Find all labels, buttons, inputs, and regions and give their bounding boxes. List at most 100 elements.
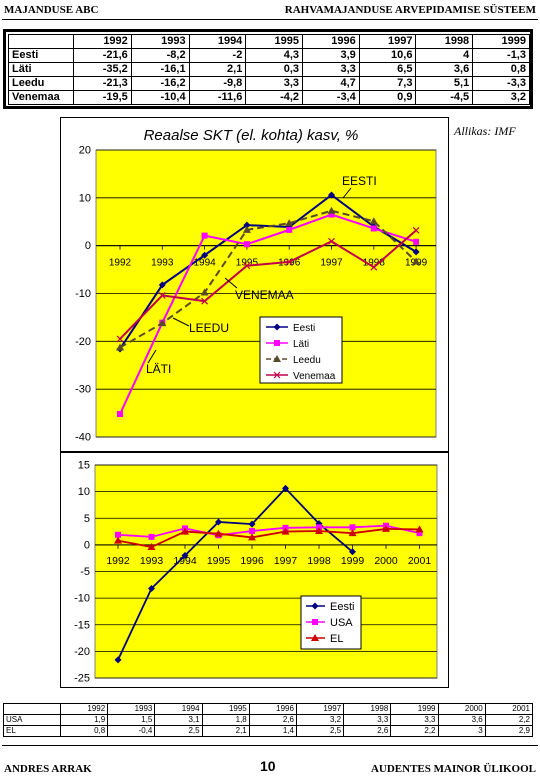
data-point-2 — [348, 529, 357, 537]
value-cell: -16,1 — [130, 62, 190, 77]
value-cell: 2,1 — [201, 725, 250, 737]
row-label: USA — [3, 714, 61, 726]
y-tick-label: -25 — [74, 673, 90, 685]
value-cell: 4,3 — [245, 48, 304, 63]
y-tick-label: 10 — [78, 486, 90, 498]
annotation-venemaa: VENEMAA — [235, 288, 294, 302]
y-tick-label: -15 — [74, 619, 90, 631]
value-cell: -8,2 — [130, 48, 190, 63]
value-cell: -3,3 — [472, 76, 530, 91]
value-cell: -9,8 — [188, 76, 247, 91]
data-point-2 — [248, 533, 256, 541]
y-tick-label: -20 — [75, 336, 91, 348]
x-tick-label: 1995 — [236, 258, 259, 269]
data-point-1 — [148, 533, 155, 540]
value-cell: -19,5 — [73, 90, 132, 105]
footer-rule — [2, 745, 538, 746]
x-tick-label: 1996 — [278, 258, 301, 269]
chart-baltic-growth-svg: Reaalse SKT (el. kohta) kasv, % 20 10 0 -10 -… — [75, 127, 437, 444]
chart-comparison-svg: 15 10 5 0 -5 -10 -15 -20 -25 1992 1993 1994 1995 1996… — [74, 460, 438, 685]
header-rule — [2, 19, 538, 20]
data-point-2 — [214, 529, 223, 537]
table-corner-cell — [8, 34, 74, 49]
year-cell: 1998 — [343, 703, 392, 715]
legend-marker — [311, 634, 319, 641]
year-cell: 1997 — [358, 34, 417, 49]
x-tick-label: 1993 — [151, 258, 174, 269]
data-point-0 — [349, 548, 356, 556]
data-point-0 — [201, 251, 209, 259]
value-cell: -3,4 — [302, 90, 360, 105]
data-point-0 — [181, 552, 189, 560]
x-tick-label: 1998 — [307, 555, 331, 567]
annotation-pointer — [172, 317, 190, 327]
data-point-0 — [215, 518, 222, 526]
value-cell: 10,6 — [358, 48, 417, 63]
value-cell: -11,6 — [188, 90, 247, 105]
value-cell: 2,2 — [484, 714, 534, 726]
year-cell: 1993 — [107, 703, 156, 715]
x-tick-label: 1995 — [207, 555, 231, 567]
data-point-3 — [370, 263, 378, 271]
series-line-1 — [117, 524, 420, 538]
annotation-pointer — [342, 187, 352, 199]
data-point-1 — [243, 241, 250, 248]
value-cell: 3,6 — [437, 714, 486, 726]
data-point-2 — [315, 527, 323, 535]
legend-marker — [274, 340, 280, 346]
data-point-2 — [158, 319, 167, 327]
value-cell: 3,3 — [302, 62, 360, 77]
series-line-2 — [117, 527, 420, 548]
value-cell: 4,7 — [302, 76, 360, 91]
legend-marker — [273, 323, 281, 331]
value-cell: 2,6 — [343, 725, 392, 737]
row-label: EL — [3, 725, 61, 737]
y-tick-label: -5 — [80, 566, 90, 578]
data-point-0 — [328, 191, 335, 199]
value-cell: 3 — [437, 725, 486, 737]
x-tick-label: 2000 — [374, 555, 398, 567]
annotation-leedu: LEEDU — [189, 321, 229, 335]
data-point-3 — [328, 237, 335, 245]
data-point-3 — [201, 297, 209, 305]
value-cell: 1,9 — [59, 714, 109, 726]
row-label: Leedu — [8, 76, 74, 91]
growth-table-box: 1992 1993 1994 1995 1996 1997 1998 1999 … — [3, 29, 533, 109]
value-cell: 0,8 — [59, 725, 109, 737]
year-cell: 2000 — [437, 703, 486, 715]
year-cell: 1996 — [248, 703, 297, 715]
x-tick-label: 1993 — [140, 555, 164, 567]
row-label: Venemaa — [8, 90, 74, 105]
x-tick-label: 1994 — [173, 555, 197, 567]
value-cell: 3,1 — [154, 714, 203, 726]
y-tick-label: 20 — [79, 145, 91, 157]
data-point-2 — [369, 217, 378, 225]
value-cell: 0,8 — [472, 62, 530, 77]
data-point-3 — [243, 262, 251, 270]
row-label: Läti — [8, 62, 74, 77]
x-tick-label: 1996 — [240, 555, 264, 567]
annotation-pointer — [147, 349, 157, 364]
value-cell: 3,2 — [472, 90, 530, 105]
year-cell: 1992 — [73, 34, 132, 49]
value-cell: -21,3 — [73, 76, 132, 91]
table-corner-cell — [3, 703, 61, 715]
value-cell: 2,6 — [248, 714, 297, 726]
header-right: RAHVAMAJANDUSE ARVEPIDAMISE SÜSTEEM — [284, 4, 536, 16]
data-point-2 — [147, 543, 156, 551]
data-point-1 — [249, 528, 255, 535]
data-point-2 — [116, 343, 124, 351]
value-cell: 2,2 — [390, 725, 439, 737]
value-cell: 3,6 — [415, 62, 474, 77]
data-point-1 — [328, 211, 335, 218]
value-cell: -1,3 — [472, 48, 530, 63]
table-row: Eesti -21,6 -8,2 -2 4,3 3,9 10,6 4 -1,3 — [8, 48, 530, 63]
value-cell: 2,9 — [484, 725, 534, 737]
year-cell: 1999 — [390, 703, 439, 715]
value-cell: 3,3 — [390, 714, 439, 726]
value-cell: -4,5 — [415, 90, 474, 105]
annotation-lati: LÄTI — [146, 362, 171, 376]
value-cell: 1,8 — [201, 714, 250, 726]
value-cell: 2,5 — [295, 725, 345, 737]
y-tick-label: 5 — [84, 513, 90, 525]
